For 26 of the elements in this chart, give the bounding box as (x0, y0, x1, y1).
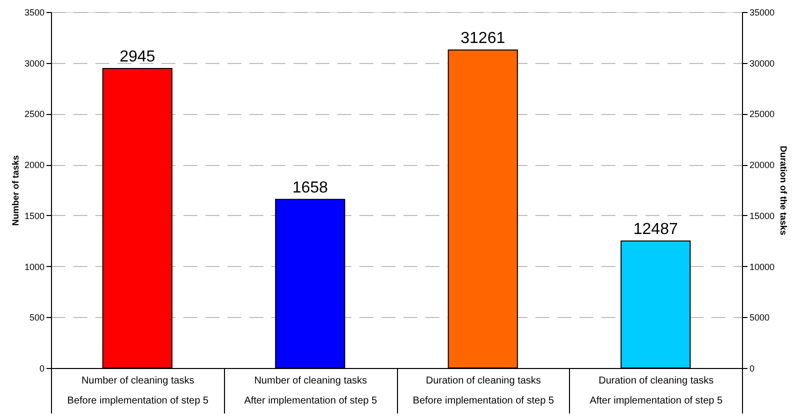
y-tick-label: 3000 (24, 58, 44, 68)
y-axis-title: Number of tasks (10, 155, 20, 226)
x-tick-label: Number of cleaning tasks Before implementation of step 5 (67, 376, 209, 406)
x-tick-label: Duration of cleaning tasks Before implementation of step 5 (412, 376, 554, 406)
data-label: 1658 (292, 179, 328, 196)
y2-tick-label: 0 (750, 364, 755, 374)
y-tick-label: 1500 (24, 210, 44, 221)
y-tick-label: 3500 (24, 8, 44, 18)
y-tick-label: 500 (29, 312, 44, 323)
y2-tick-label: 25000 (750, 109, 775, 120)
x-tick-label: Duration of cleaning tasks After implementation of step 5 (590, 376, 723, 406)
y2-tick-label: 5000 (750, 312, 770, 323)
data-label: 2945 (120, 48, 156, 66)
y2-tick-label: 20000 (750, 160, 775, 170)
data-label: 31261 (460, 30, 506, 48)
y-tick-label: 1000 (24, 262, 44, 272)
y-tick-label: 0 (39, 364, 44, 374)
y-tick-label: 2000 (24, 160, 44, 170)
y2-tick-label: 30000 (750, 58, 775, 68)
y2-tick-label: 15000 (750, 210, 775, 221)
data-label: 12487 (633, 220, 678, 238)
x-tick-label: Number of cleaning tasks After implementation of step 5 (244, 376, 378, 406)
y2-axis-title: Duration of the tasks (778, 146, 789, 236)
y2-tick-label: 10000 (750, 262, 775, 272)
y2-tick-label: 35000 (750, 8, 775, 18)
y-tick-label: 2500 (24, 109, 44, 120)
